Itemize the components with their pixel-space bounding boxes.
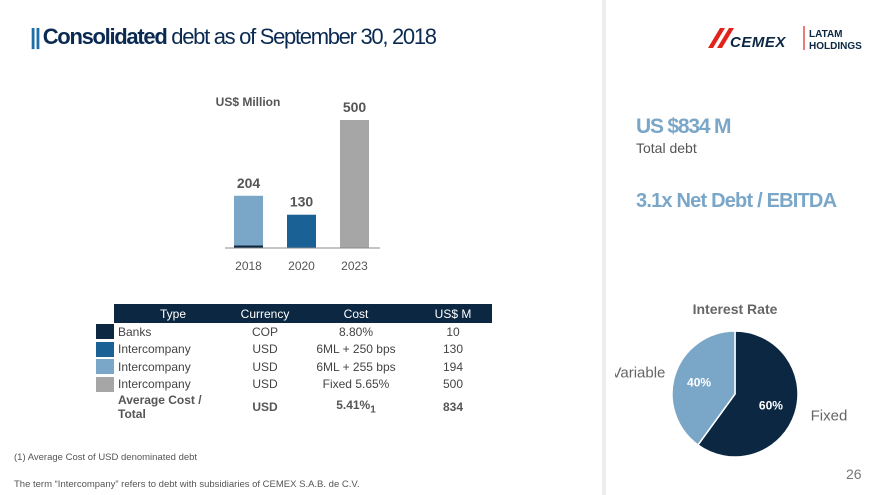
x-tick-label-2023: 2023 [341, 259, 368, 273]
table-total-row: Average Cost / Total USD 5.41%1 834 [96, 393, 492, 421]
pie-slice-variable [671, 330, 736, 447]
bar-chart-unit-label: US$ Million [216, 95, 281, 109]
row-type: Intercompany [118, 377, 191, 392]
row-type: Intercompany [118, 342, 191, 357]
bar-2023-segment-3 [340, 120, 369, 248]
pie-category-label-fixed: Fixed [811, 407, 848, 424]
bar-total-label-2020: 130 [290, 194, 314, 210]
logo-stripe-2 [717, 28, 734, 48]
total-currency: USD [252, 400, 278, 414]
footnote-average-cost: (1) Average Cost of USD denominated debt [14, 452, 198, 463]
row-amount: 500 [442, 377, 464, 392]
row-amount: 10 [446, 324, 460, 339]
pie-value-label-fixed: 60% [759, 399, 783, 413]
bar-2018-segment-0 [234, 245, 263, 248]
row-currency: USD [252, 377, 278, 392]
header-cost: Cost [298, 304, 414, 323]
footnote-intercompany: The term “Intercompany” refers to debt w… [14, 479, 360, 490]
legend-swatch [96, 376, 114, 392]
total-debt-label: Total debt [636, 140, 697, 156]
logo-line1: LATAM [809, 29, 843, 40]
pie-title: Interest Rate [693, 301, 778, 317]
row-cost: 6ML + 250 bps [316, 342, 396, 357]
logo-stripe-1 [708, 28, 725, 48]
bar-total-label-2023: 500 [343, 99, 367, 115]
pie-value-label-variable: 40% [687, 375, 711, 389]
legend-swatch [96, 341, 114, 357]
header-amount: US$ M [414, 304, 492, 323]
legend-swatch [96, 324, 114, 340]
total-cost-cell: 5.41%1 [298, 393, 414, 421]
row-currency: COP [251, 324, 278, 339]
legend-swatch [96, 359, 114, 375]
bar-total-label-2018: 204 [237, 175, 261, 191]
table-row: Intercompany USD 6ML + 255 bps 194 [96, 358, 492, 376]
pie-slice-fixed [696, 330, 799, 458]
row-type: Banks [118, 324, 152, 339]
row-amount: 194 [442, 359, 464, 374]
cemex-latam-logo: CEMEX LATAM HOLDINGS [708, 26, 862, 52]
net-debt-ebitda: 3.1x Net Debt / EBITDA [636, 190, 837, 212]
row-cost: 8.80% [338, 324, 374, 339]
bar-2020-segment-2 [287, 214, 316, 248]
title-bars: || [30, 24, 41, 49]
row-amount: 130 [442, 342, 464, 357]
x-tick-label-2018: 2018 [235, 259, 262, 273]
bar-2018-segment-1 [234, 195, 263, 246]
header-swatch-spacer [96, 304, 114, 323]
debt-table: Type Currency Cost US$ M Banks COP 8.80%… [96, 304, 492, 421]
total-amount: 834 [442, 400, 464, 414]
header-type: Type [114, 304, 232, 323]
interest-rate-pie-chart: Interest Rate 60% Fixed 40% Variable [615, 301, 848, 458]
logo-brand: CEMEX [730, 34, 786, 51]
row-currency: USD [252, 359, 278, 374]
logo-line2: HOLDINGS [809, 41, 862, 52]
total-cost: 5.41% [336, 398, 371, 413]
table-header-row: Type Currency Cost US$ M [96, 304, 492, 323]
title-rest: debt as of September 30, 2018 [171, 24, 437, 49]
row-currency: USD [252, 342, 278, 357]
table-row: Intercompany USD Fixed 5.65% 500 [96, 376, 492, 394]
row-cost: Fixed 5.65% [322, 377, 390, 392]
table-row: Banks COP 8.80% 10 [96, 323, 492, 341]
total-type: Average Cost / Total [118, 393, 202, 421]
row-type: Intercompany [118, 359, 191, 374]
title-bold: Consolidated [42, 24, 168, 49]
slide-title: || Consolidated debt as of September 30, … [30, 24, 437, 50]
row-cost: 6ML + 255 bps [316, 359, 396, 374]
total-cost-footnote-ref: 1 [370, 404, 376, 416]
total-debt-value: US $834 M [636, 115, 731, 138]
table-row: Intercompany USD 6ML + 250 bps 130 [96, 341, 492, 359]
x-tick-label-2020: 2020 [288, 259, 315, 273]
page-number: 26 [846, 466, 862, 482]
debt-maturity-bar-chart: US$ Million 204 2018 130 2020 500 2023 [216, 95, 380, 273]
pie-category-label-variable: Variable [615, 365, 665, 382]
header-currency: Currency [232, 304, 298, 323]
